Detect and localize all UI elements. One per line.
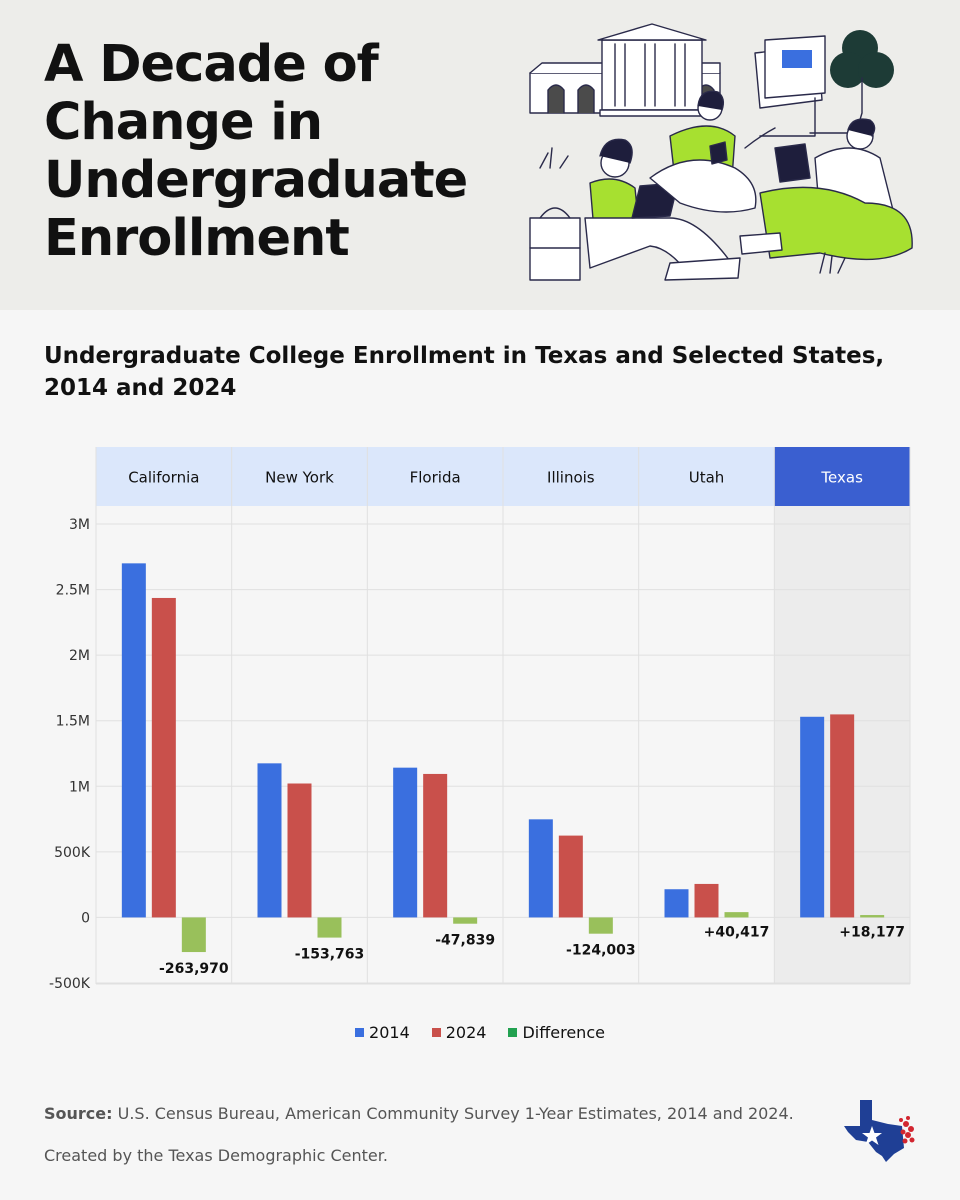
bar-difference: [588, 917, 613, 934]
y-tick-label: 1.5M: [56, 714, 90, 730]
category-header-cell: [774, 447, 910, 506]
y-tick-label: 0: [81, 910, 90, 926]
bar-2024: [558, 835, 583, 918]
legend-label-2014: 2014: [369, 1023, 410, 1042]
page-title: A Decade of Change in Undergraduate Enro…: [44, 35, 468, 268]
y-tick-label: 2.5M: [56, 583, 90, 599]
bar-2024: [830, 714, 855, 918]
chart-legend: 2014 2024 Difference: [0, 1023, 960, 1042]
bar-difference: [181, 917, 206, 953]
y-tick-label: 1M: [69, 779, 90, 795]
difference-data-label: +18,177: [839, 924, 905, 940]
difference-data-label: -263,970: [159, 961, 229, 977]
bar-2014: [393, 767, 418, 918]
enrollment-bar-chart: California New York Florida Illinois Utah Tex…: [49, 447, 911, 992]
category-label: New York: [265, 469, 334, 487]
header-banner: A Decade of Change in Undergraduate Enro…: [0, 0, 960, 310]
y-tick-label: 3M: [69, 517, 90, 533]
source-note: Source: U.S. Census Bureau, American Com…: [44, 1104, 794, 1123]
category-header-cell: [503, 447, 639, 506]
bar-difference: [860, 915, 885, 918]
category-label: Florida: [410, 469, 461, 487]
category-header-cell: [367, 447, 503, 506]
bar-2014: [800, 716, 825, 918]
legend-swatch-difference: [508, 1028, 518, 1037]
y-tick-label: -500K: [49, 976, 91, 992]
legend-item-difference: Difference: [508, 1023, 605, 1042]
credit-note: Created by the Texas Demographic Center.: [44, 1146, 388, 1165]
y-tick-label: 2M: [69, 648, 90, 664]
bar-difference: [453, 917, 478, 924]
y-tick-label: 500K: [54, 845, 91, 861]
category-header-cell: [638, 447, 775, 506]
difference-data-label: -124,003: [566, 943, 636, 959]
legend-label-difference: Difference: [522, 1023, 605, 1042]
legend-item-2014: 2014: [355, 1023, 410, 1042]
bar-2014: [528, 819, 553, 918]
bar-2024: [694, 883, 719, 918]
bar-2014: [121, 563, 146, 918]
legend-swatch-2014: [355, 1028, 365, 1037]
bar-2014: [257, 763, 282, 918]
chart-title: Undergraduate College Enrollment in Texa…: [44, 343, 885, 401]
category-header-cell: [96, 447, 232, 506]
bar-2024: [423, 773, 448, 918]
category-label: Utah: [689, 469, 725, 487]
bar-2014: [664, 889, 689, 918]
bar-2024: [151, 597, 176, 918]
category-label: Texas: [820, 469, 863, 487]
category-label: California: [128, 469, 199, 487]
students-studying-illustration: [529, 23, 913, 281]
legend-item-2024: 2024: [431, 1023, 487, 1042]
difference-data-label: -153,763: [295, 947, 365, 963]
legend-label-2024: 2024: [445, 1023, 487, 1042]
difference-data-label: -47,839: [435, 933, 495, 949]
category-header-cell: [231, 447, 368, 506]
source-label: Source:: [44, 1104, 113, 1123]
legend-swatch-2024: [431, 1028, 441, 1037]
texas-demographic-center-logo: [844, 1100, 915, 1162]
bar-difference: [724, 912, 749, 918]
difference-data-label: +40,417: [704, 924, 770, 940]
bar-2024: [287, 783, 312, 918]
source-text: U.S. Census Bureau, American Community S…: [112, 1104, 794, 1123]
category-label: Illinois: [547, 469, 595, 487]
bar-difference: [317, 917, 342, 938]
